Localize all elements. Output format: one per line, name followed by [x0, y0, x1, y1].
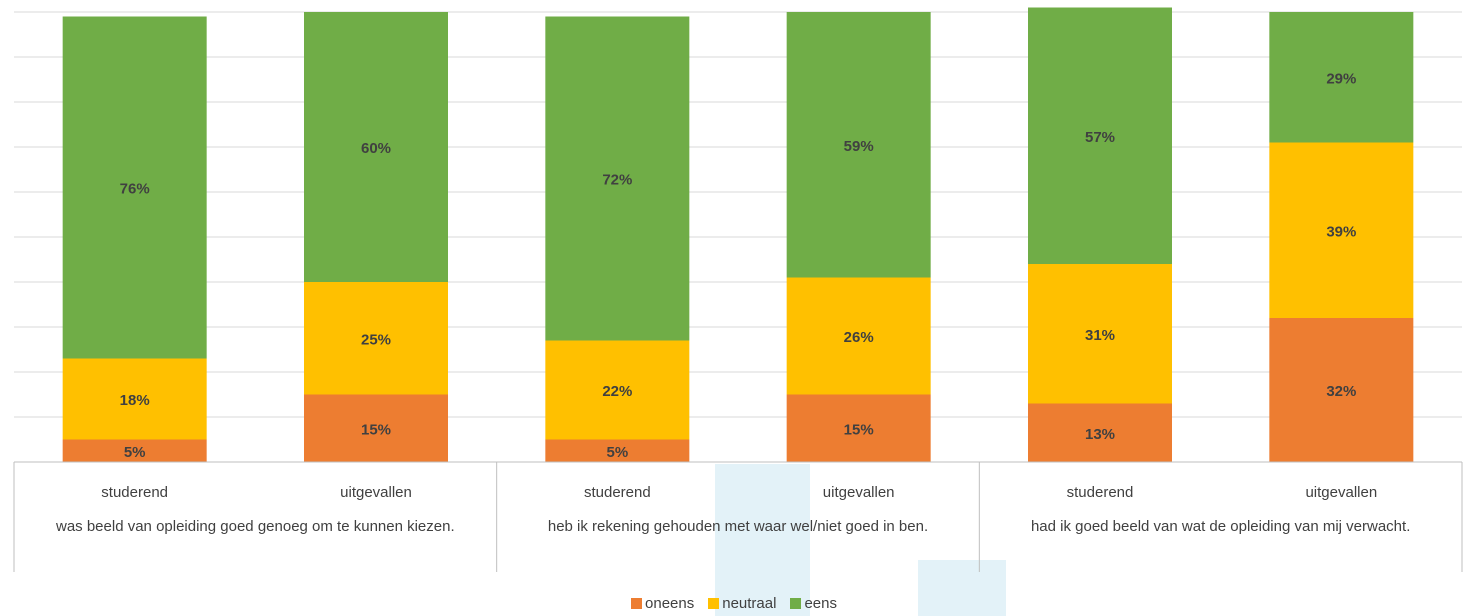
data-label-oneens: 32%	[1326, 383, 1356, 400]
bar-segment-eens	[786, 12, 931, 278]
bar-segment-eens	[304, 12, 448, 282]
bar-segment-neutraal	[1028, 264, 1172, 404]
data-label-neutraal: 26%	[844, 329, 874, 346]
category-label: uitgevallen	[823, 484, 895, 501]
bar-segment-eens	[1269, 12, 1414, 143]
group-label: had ik goed beeld van wat de opleiding v…	[1031, 518, 1410, 535]
data-label-eens: 59%	[844, 138, 874, 155]
bar-segment-oneens	[304, 394, 448, 462]
bar-segment-neutraal	[304, 282, 448, 395]
legend: oneens neutraal eens	[0, 593, 1468, 613]
bars	[62, 7, 1414, 462]
data-label-neutraal: 18%	[120, 392, 150, 409]
legend-item-eens: eens	[790, 595, 837, 612]
category-label: uitgevallen	[1305, 484, 1377, 501]
group-label: heb ik rekening gehouden met waar wel/ni…	[548, 518, 928, 535]
bar-segment-neutraal	[545, 340, 690, 440]
legend-item-oneens: oneens	[631, 595, 694, 612]
bar-segment-oneens	[545, 439, 690, 462]
data-label-eens: 72%	[602, 172, 632, 189]
bar-segment-eens	[545, 16, 690, 341]
bar-segment-neutraal	[1269, 142, 1414, 318]
bar-segment-eens	[1028, 7, 1172, 264]
bar-segment-oneens	[1269, 318, 1414, 462]
stacked-bar-chart: 5% 18% 76% 15% 25% 60% 5% 22% 72% 15% 26% 59% 13% 31%…	[13, 7, 1463, 572]
bar-segment-oneens	[1028, 403, 1172, 462]
data-label-eens: 60%	[361, 140, 391, 157]
data-label-oneens: 5%	[606, 444, 628, 461]
legend-swatch-eens	[790, 597, 802, 609]
data-label-eens: 29%	[1326, 70, 1356, 87]
category-label: studerend	[1067, 484, 1134, 501]
data-label-oneens: 5%	[124, 444, 146, 461]
bar-segment-neutraal	[62, 358, 207, 440]
data-label-neutraal: 31%	[1085, 327, 1115, 344]
data-labels: 5% 18% 76% 15% 25% 60% 5% 22% 72% 15% 26% 59% 13% 31%…	[120, 70, 1357, 461]
data-label-eens: 57%	[1085, 129, 1115, 146]
category-label: studerend	[584, 484, 651, 501]
data-label-oneens: 15%	[844, 421, 874, 438]
legend-label-eens: eens	[804, 594, 837, 612]
bar-segment-oneens	[62, 439, 207, 462]
legend-item-neutraal: neutraal	[708, 595, 776, 612]
category-label: uitgevallen	[340, 484, 412, 501]
data-label-eens: 76%	[120, 181, 150, 198]
legend-label-oneens: oneens	[645, 594, 695, 612]
data-label-oneens: 15%	[361, 421, 391, 438]
gridlines	[14, 11, 1462, 418]
legend-label-neutraal: neutraal	[722, 594, 777, 612]
legend-swatch-oneens	[631, 597, 643, 609]
bar-segment-eens	[62, 16, 207, 359]
category-label: studerend	[101, 484, 168, 501]
data-label-neutraal: 25%	[361, 331, 391, 348]
legend-swatch-neutraal	[708, 597, 720, 609]
category-axis: studerend uitgevallen was beeld van opleid…	[13, 461, 1463, 572]
group-label: was beeld van opleiding goed genoeg om t…	[55, 518, 455, 535]
data-label-neutraal: 22%	[602, 383, 632, 400]
bar-segment-oneens	[786, 394, 931, 462]
data-label-neutraal: 39%	[1326, 223, 1356, 240]
watermark-shape-left	[715, 464, 810, 616]
watermark-shape-right	[918, 560, 1006, 616]
data-label-oneens: 13%	[1085, 426, 1115, 443]
bar-segment-neutraal	[786, 277, 931, 395]
